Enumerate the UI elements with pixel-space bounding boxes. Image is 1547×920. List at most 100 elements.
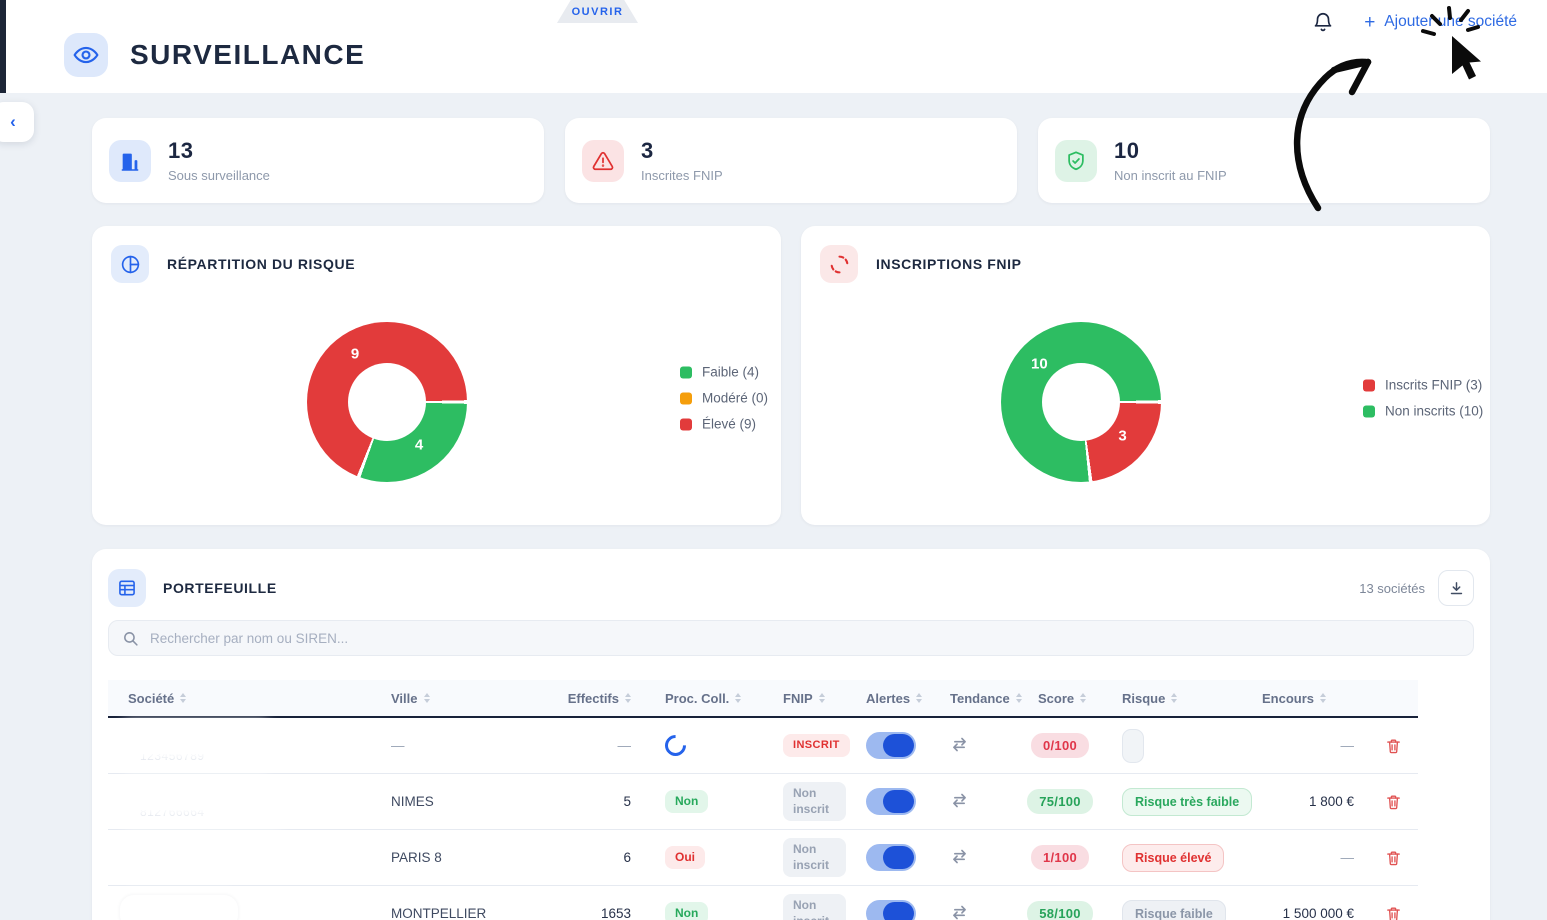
column-header-alertes[interactable]: Alertes <box>846 691 930 706</box>
sidebar-collapse-button[interactable]: ‹ <box>0 102 34 142</box>
outstanding-cell: 1 800 € <box>1308 794 1354 809</box>
search-input[interactable] <box>150 630 1460 646</box>
legend-label: Inscrits FNIP (3) <box>1385 377 1483 393</box>
search-icon <box>124 631 138 646</box>
stats-row: 13 Sous surveillance 3 Inscrites FNIP <box>92 118 1490 203</box>
portfolio-table: Société Ville Effectifs Proc. Coll. FNIP Aler… <box>108 680 1418 920</box>
column-label: FNIP <box>783 690 813 706</box>
add-company-button[interactable]: + Ajouter une société <box>1364 13 1517 32</box>
swap-arrows-icon[interactable] <box>950 849 969 867</box>
column-label: Risque <box>1122 690 1166 706</box>
pie-chart-icon <box>111 245 149 283</box>
column-header-tendance[interactable]: Tendance <box>930 691 1022 706</box>
swap-arrows-icon[interactable] <box>950 905 969 920</box>
building-icon <box>109 139 151 182</box>
download-button[interactable] <box>1438 570 1474 606</box>
column-header-fnip[interactable]: FNIP <box>763 691 846 706</box>
download-icon <box>1450 581 1462 594</box>
alerts-toggle[interactable] <box>866 732 916 759</box>
column-header-effectifs[interactable]: Effectifs <box>545 691 645 706</box>
portfolio-card: PORTEFEUILLE 13 sociétés Société Ville Eff… <box>92 549 1490 920</box>
swap-arrows-icon[interactable] <box>950 737 969 755</box>
sort-icon <box>625 693 631 703</box>
open-tab[interactable]: OUVRIR <box>557 0 638 23</box>
table-row[interactable]: MONTPELLIER 1653 Non Non inscrit 58/100 Risqu… <box>108 886 1418 920</box>
portfolio-title: PORTEFEUILLE <box>163 580 277 596</box>
city-cell: — <box>391 738 405 753</box>
proc-coll-cell: Oui <box>645 845 763 870</box>
city-cell: NIMES <box>391 794 434 809</box>
stat-label: Non inscrit au FNIP <box>1114 168 1227 183</box>
donut-slice-label: 3 <box>1118 427 1127 445</box>
alerts-toggle[interactable] <box>866 788 916 815</box>
risk-legend: Faible (4) Modéré (0) Élevé (9) <box>680 365 768 432</box>
redacted-company-name <box>120 783 272 810</box>
column-header-soci-t-[interactable]: Société <box>108 691 371 706</box>
column-header-proc-coll-[interactable]: Proc. Coll. <box>645 691 763 706</box>
column-header-score[interactable]: Score <box>1018 691 1102 706</box>
legend-item: Non inscrits (10) <box>1363 404 1483 419</box>
trash-icon[interactable] <box>1385 793 1402 811</box>
column-label: Proc. Coll. <box>665 690 730 706</box>
table-body: 123456789 — — INSCRIT 0/100 — 812766664 NIMES 5 N… <box>108 718 1418 920</box>
proc-coll-badge: Oui <box>665 845 705 870</box>
trash-icon[interactable] <box>1385 905 1402 920</box>
table-row[interactable]: 812766664 NIMES 5 Non Non inscrit 75/100 Risqu… <box>108 774 1418 830</box>
notifications-bell-icon[interactable] <box>1312 10 1334 34</box>
headcount-cell: 5 <box>623 794 631 809</box>
table-icon <box>108 569 146 607</box>
column-header-ville[interactable]: Ville <box>371 691 545 706</box>
refresh-circle-icon <box>820 245 858 283</box>
add-company-label: Ajouter une société <box>1384 13 1517 30</box>
top-bar: SURVEILLANCE OUVRIR + Ajouter une sociét… <box>0 0 1547 93</box>
company-cell: 123456789 <box>108 718 371 773</box>
trash-icon[interactable] <box>1385 737 1402 755</box>
toggle-knob <box>883 902 914 920</box>
column-label: Effectifs <box>567 690 619 706</box>
plus-icon: + <box>1364 11 1376 33</box>
sort-icon <box>180 693 187 703</box>
page-title: SURVEILLANCE <box>130 39 366 70</box>
actions-cell <box>1368 737 1418 755</box>
column-header-encours[interactable]: Encours <box>1242 691 1368 706</box>
table-row[interactable]: 123456789 — — INSCRIT 0/100 — <box>108 718 1418 774</box>
chevron-left-icon: ‹ <box>10 112 16 131</box>
company-cell <box>108 886 371 920</box>
alerts-toggle[interactable] <box>866 900 916 920</box>
fnip-cell: Non inscrit <box>763 781 846 822</box>
fnip-legend: Inscrits FNIP (3) Non inscrits (10) <box>1363 378 1483 419</box>
alerts-toggle[interactable] <box>866 844 916 871</box>
stat-value: 3 <box>641 138 654 163</box>
fnip-badge: INSCRIT <box>783 734 850 757</box>
city-cell: PARIS 8 <box>391 850 442 865</box>
sort-icon <box>735 693 742 703</box>
column-label: Encours <box>1262 690 1315 706</box>
legend-swatch <box>680 366 692 378</box>
city-cell: MONTPELLIER <box>391 906 487 920</box>
chart-title: RÉPARTITION DU RISQUE <box>167 256 356 272</box>
legend-label: Élevé (9) <box>702 416 757 432</box>
legend-label: Non inscrits (10) <box>1385 403 1484 419</box>
table-header-row: Société Ville Effectifs Proc. Coll. FNIP Aler… <box>108 680 1418 718</box>
actions-cell <box>1368 905 1418 920</box>
swap-arrows-icon[interactable] <box>950 793 969 811</box>
legend-item: Élevé (9) <box>680 417 768 432</box>
column-label: Alertes <box>866 690 911 706</box>
fnip-cell: Non inscrit <box>763 837 846 878</box>
fnip-donut-chart: 10 3 <box>1001 322 1161 482</box>
redacted-company-name <box>120 727 272 754</box>
fnip-badge: Non inscrit <box>783 893 846 920</box>
donut-slice-label: 10 <box>1031 355 1048 373</box>
score-badge: 58/100 <box>1027 901 1093 920</box>
proc-coll-cell <box>645 730 763 761</box>
score-cell: 0/100 <box>1018 733 1102 758</box>
column-header-risque[interactable]: Risque <box>1102 691 1242 706</box>
donut-slice-label: 4 <box>414 436 424 454</box>
trash-icon[interactable] <box>1385 849 1402 867</box>
sort-icon <box>1015 693 1022 703</box>
table-row[interactable]: PARIS 8 6 Oui Non inscrit 1/100 Risque élevé — <box>108 830 1418 886</box>
stat-label: Inscrites FNIP <box>641 168 723 183</box>
